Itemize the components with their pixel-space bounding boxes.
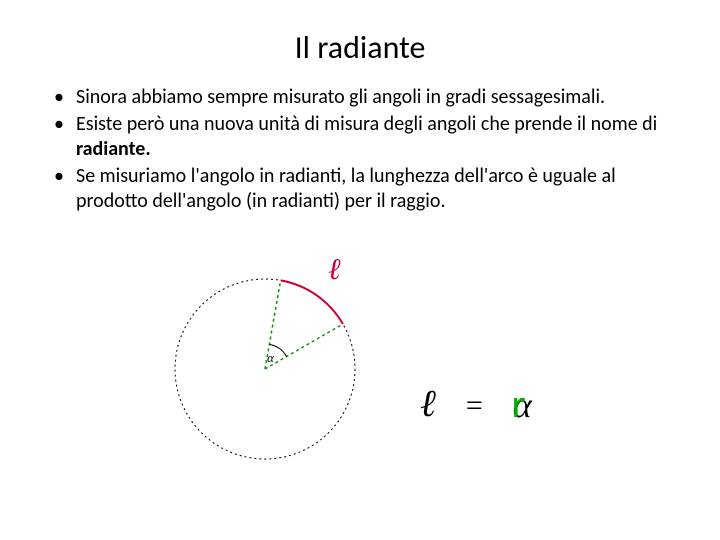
diagram-area: α ℓ ℓ = αr	[40, 239, 680, 499]
diagram-arc-label: ℓ	[328, 253, 341, 286]
bullet-list: Sinora abbiamo sempre misurato gli angol…	[40, 85, 680, 214]
formula: ℓ = αr	[420, 379, 526, 428]
bullet-item: Se misuriamo l'angolo in radianti, la lu…	[54, 164, 680, 214]
bullet-text-bold: radiante.	[76, 137, 151, 161]
diagram-angle-label: α	[267, 350, 275, 365]
formula-equals: =	[466, 389, 483, 423]
bullet-text-pre: Esiste però una nuova unità di misura de…	[76, 112, 657, 136]
page-title: Il radiante	[40, 28, 680, 67]
bullet-text-pre: Se misuriamo l'angolo in radianti, la lu…	[76, 164, 616, 213]
bullet-text-pre: Sinora abbiamo sempre misurato gli angol…	[76, 85, 605, 109]
formula-r: r	[512, 379, 526, 428]
radian-diagram: α ℓ	[170, 249, 400, 489]
diagram-arc	[281, 280, 343, 324]
formula-ell: ℓ	[420, 382, 436, 426]
bullet-item: Sinora abbiamo sempre misurato gli angol…	[54, 85, 680, 110]
bullet-item: Esiste però una nuova unità di misura de…	[54, 112, 680, 162]
